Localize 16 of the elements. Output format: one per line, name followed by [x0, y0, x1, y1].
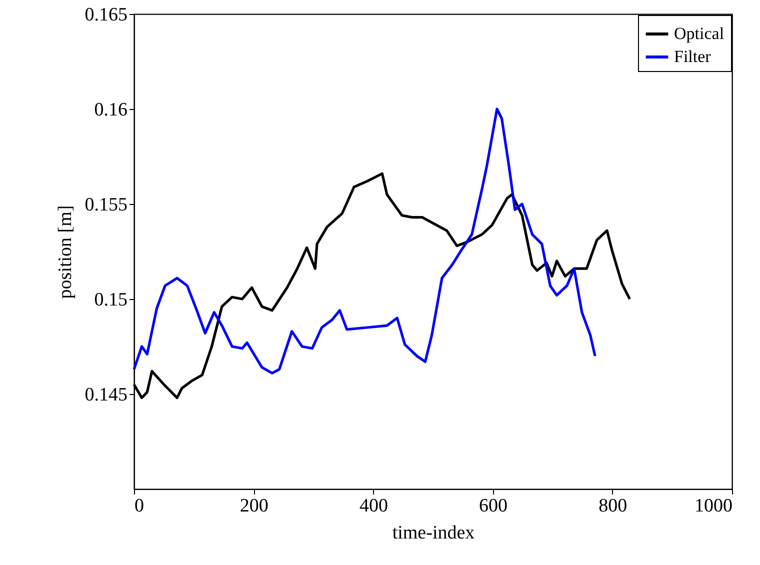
x-tick-label: 600	[479, 496, 508, 516]
x-axis-title: time-index	[392, 522, 476, 544]
x-tick-label: 1000	[694, 496, 732, 516]
legend-label: Optical	[674, 24, 724, 43]
x-tick-label: 400	[359, 496, 388, 516]
line-series	[132, 108, 596, 374]
y-tick-label: 0.155	[84, 194, 128, 216]
y-tick-label: 0.16	[94, 100, 128, 120]
x-tick-label: 0	[134, 496, 144, 516]
x-tick-label: 800	[598, 496, 628, 516]
y-axis-title: position [m]	[54, 205, 76, 299]
y-tick-label: 0.15	[94, 290, 128, 310]
x-tick-label: 200	[240, 496, 268, 516]
y-tick-label: 0.165	[84, 4, 128, 26]
legend-label: Filter	[674, 47, 712, 66]
y-tick-label: 0.145	[84, 384, 128, 406]
